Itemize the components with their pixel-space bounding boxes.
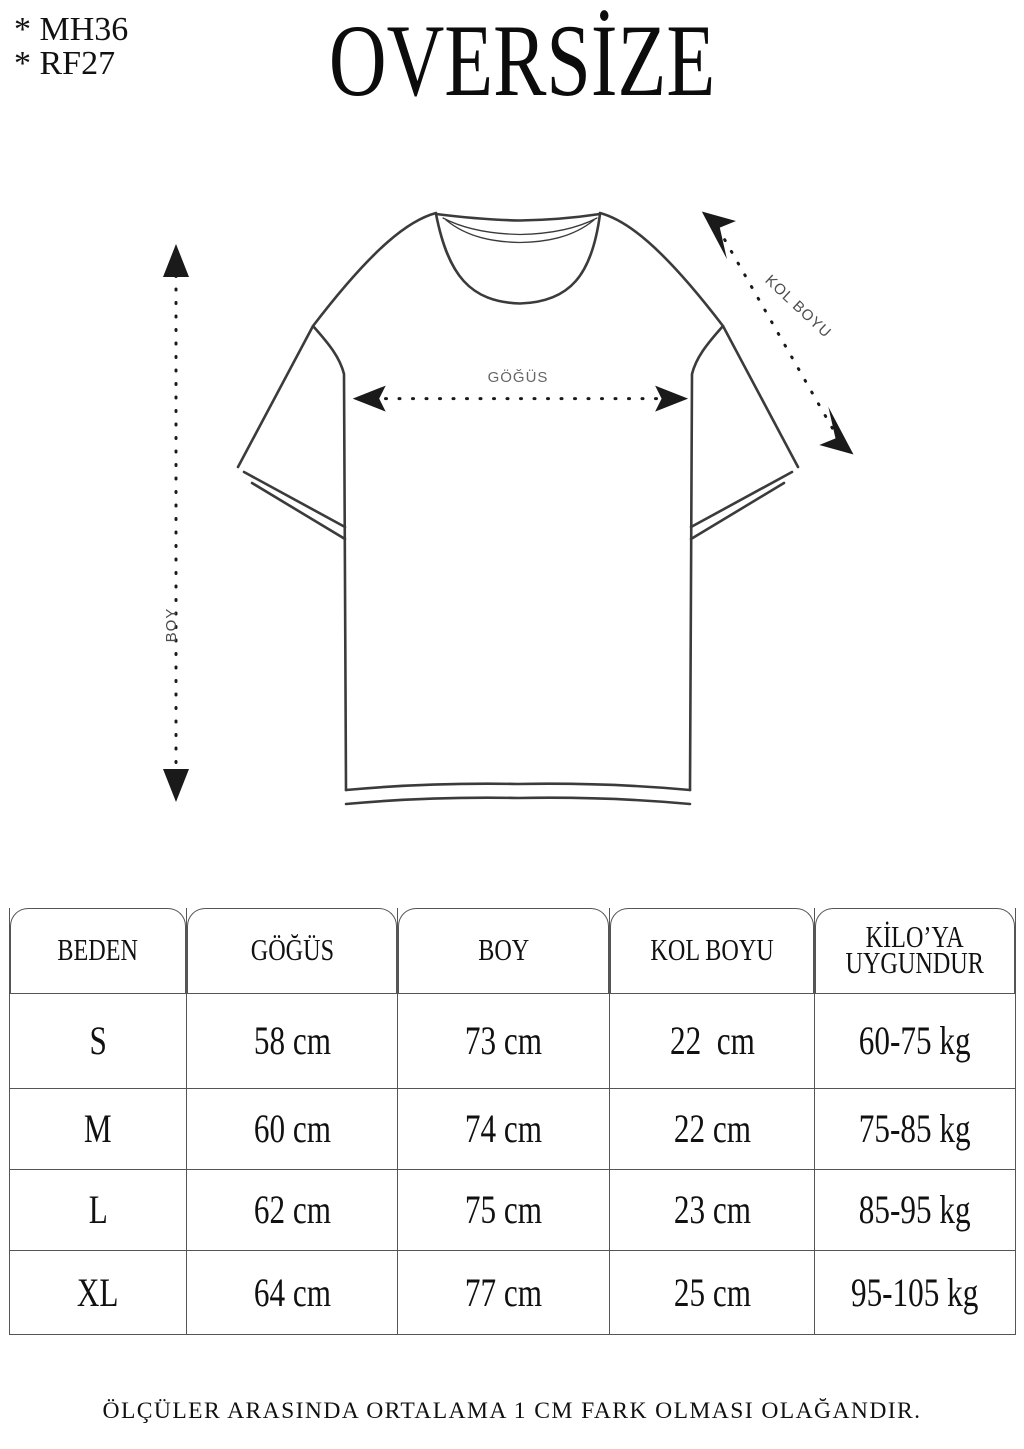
svg-text:GÖĞÜS: GÖĞÜS bbox=[488, 368, 549, 386]
svg-text:BOY: BOY bbox=[163, 608, 180, 643]
svg-text:KOL BOYU: KOL BOYU bbox=[762, 272, 835, 342]
